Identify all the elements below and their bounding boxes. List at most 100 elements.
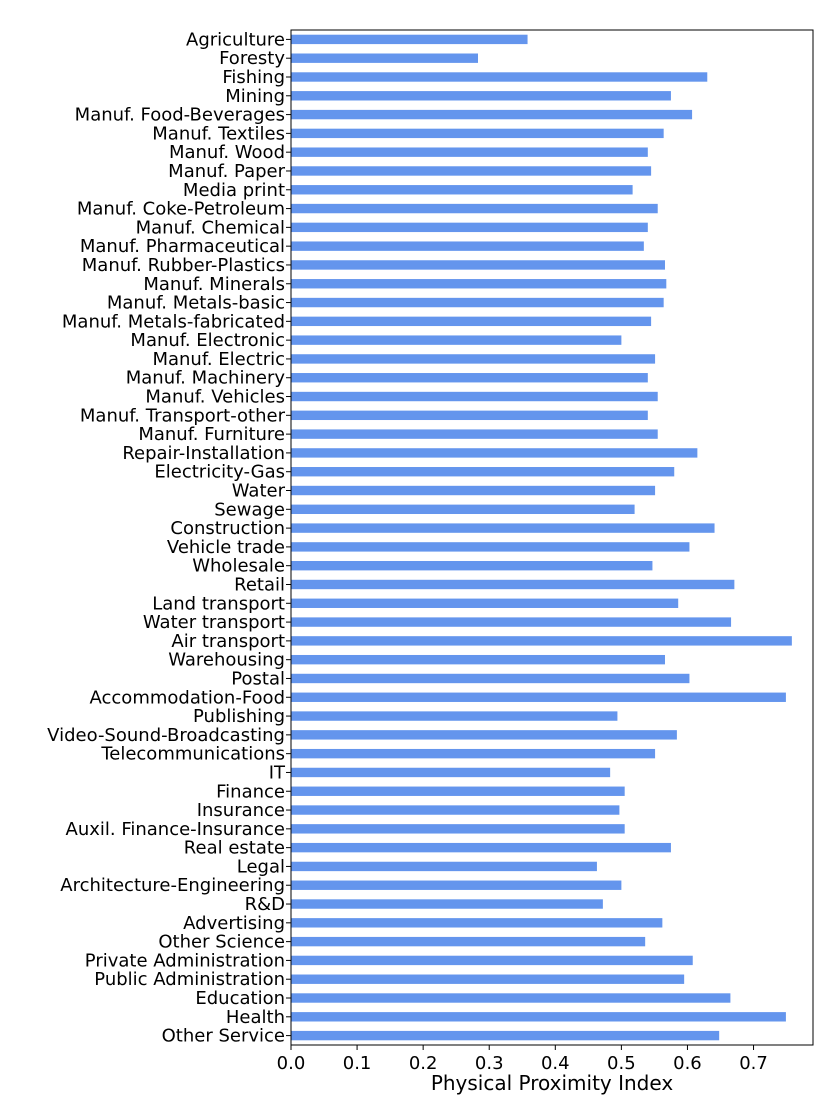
x-tick-label: 0.2 (409, 1053, 438, 1074)
y-tick-label: Media print (183, 180, 285, 201)
y-tick-label: Vehicle trade (167, 537, 285, 558)
bar (291, 109, 693, 120)
bar (291, 485, 656, 496)
bar (291, 673, 690, 684)
y-tick-label: Fishing (222, 67, 285, 88)
x-tick-label: 0.1 (343, 1053, 372, 1074)
bar (291, 692, 786, 702)
y-tick-label: Manuf. Furniture (138, 424, 285, 445)
y-tick-label: Accommodation-Food (90, 687, 285, 708)
bar (291, 579, 735, 590)
y-tick-label: Manuf. Transport-other (80, 405, 286, 426)
bar (291, 842, 671, 853)
y-tick-label: Education (195, 988, 285, 1009)
y-tick-label: Legal (237, 856, 285, 877)
y-tick-label: Insurance (197, 800, 285, 821)
bar (291, 222, 648, 233)
bar (291, 185, 633, 195)
y-tick-label: Other Service (162, 1026, 285, 1047)
y-tick-label: Air transport (171, 631, 285, 652)
y-tick-label: Telecommunications (100, 744, 285, 765)
bar (291, 34, 528, 45)
bar (291, 316, 652, 327)
x-axis-label: Physical Proximity Index (431, 1071, 674, 1095)
bar (291, 467, 675, 477)
y-tick-label: Manuf. Food-Beverages (75, 105, 285, 126)
bar (291, 1012, 786, 1022)
y-tick-label: Construction (170, 518, 285, 539)
y-tick-label: Manuf. Pharmaceutical (80, 236, 285, 257)
y-tick-label: Manuf. Chemical (136, 217, 285, 238)
x-axis-ticks: 0.0 0.1 0.2 0.3 0.4 0.5 0.6 0.7 (277, 1045, 768, 1074)
bar (291, 203, 658, 214)
bar (291, 974, 685, 984)
y-tick-label: Public Administration (94, 969, 285, 990)
x-tick-label: 0.6 (673, 1053, 702, 1074)
bar (291, 805, 620, 815)
bar (291, 391, 658, 402)
bar (291, 560, 653, 571)
bars (291, 34, 792, 1041)
bar (291, 91, 671, 101)
bar (291, 993, 731, 1003)
bar (291, 711, 618, 721)
y-tick-label: Retail (234, 574, 285, 595)
y-tick-label: Electricity-Gas (154, 462, 285, 483)
bar (291, 53, 478, 63)
bar (291, 598, 679, 608)
bar (291, 297, 664, 308)
y-tick-label: Warehousing (168, 650, 285, 671)
x-tick-label: 0.3 (475, 1053, 504, 1074)
y-tick-label: Manuf. Paper (168, 161, 285, 182)
bar (291, 861, 597, 872)
bar (291, 410, 648, 421)
x-tick-label: 0.0 (277, 1053, 306, 1074)
y-tick-label: Manuf. Metals-fabricated (62, 311, 285, 332)
y-tick-label: Sewage (214, 499, 285, 520)
bar (291, 1030, 720, 1041)
y-tick-label: Manuf. Metals-basic (107, 293, 285, 314)
bar (291, 880, 622, 890)
bar (291, 523, 715, 533)
y-tick-label: Auxil. Finance-Insurance (66, 819, 286, 840)
y-tick-label: Manuf. Minerals (143, 274, 285, 295)
bar (291, 654, 665, 665)
bar (291, 147, 648, 157)
y-tick-label: R&D (245, 894, 285, 915)
bar (291, 429, 658, 439)
y-tick-label: Agriculture (186, 29, 285, 50)
bar (291, 899, 603, 909)
bar (291, 542, 690, 552)
bar (291, 260, 665, 270)
y-tick-label: Water (232, 481, 286, 502)
y-tick-label: Video-Sound-Broadcasting (47, 725, 285, 746)
y-tick-label: Architecture-Engineering (60, 875, 285, 896)
y-tick-label: Manuf. Coke-Petroleum (77, 199, 285, 220)
y-tick-label: IT (269, 762, 286, 783)
y-tick-label: Health (226, 1007, 285, 1028)
bar (291, 767, 611, 778)
y-tick-label: Other Science (158, 932, 285, 953)
y-tick-label: Manuf. Electronic (130, 330, 285, 351)
bar (291, 373, 648, 383)
y-tick-label: Manuf. Machinery (126, 368, 286, 389)
bar (291, 955, 693, 966)
bar (291, 128, 664, 139)
axes-frame (290, 29, 814, 1046)
x-tick-label: 0.4 (541, 1053, 570, 1074)
bar (291, 354, 656, 364)
bar (291, 335, 622, 345)
y-tick-label: Postal (231, 668, 285, 689)
bar (291, 72, 708, 82)
y-tick-label: Finance (216, 781, 285, 802)
bar (291, 504, 635, 515)
bar (291, 786, 625, 796)
x-tick-label: 0.7 (739, 1053, 768, 1074)
bar (291, 241, 644, 251)
y-tick-label: Mining (225, 86, 285, 107)
x-tick-label: 0.5 (607, 1053, 636, 1074)
y-tick-label: Foresty (219, 48, 285, 69)
bar (291, 824, 625, 834)
